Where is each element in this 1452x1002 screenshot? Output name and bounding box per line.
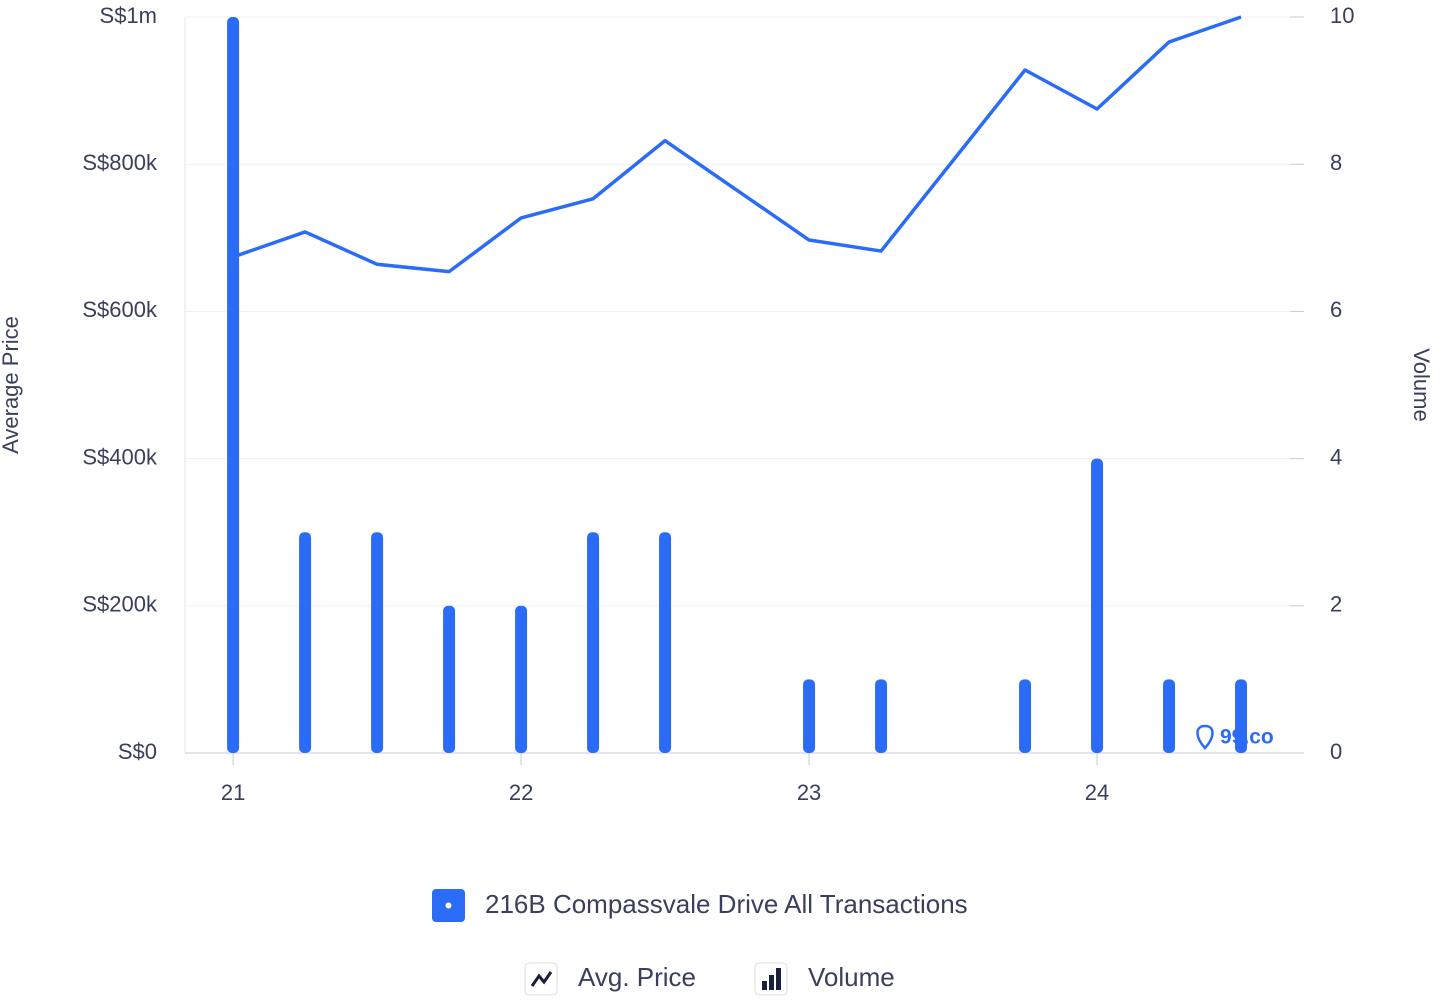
y2-tick-label: 10 [1330,3,1354,28]
bar [587,532,600,753]
x-tick-label: 22 [509,780,533,805]
watermark: 99.co [1220,726,1274,749]
y-tick-label: S$200k [82,592,158,617]
y-tick-label: S$400k [82,444,158,469]
legend-title[interactable]: 216B Compassvale Drive All Transactions [485,889,968,919]
y2-tick-label: 6 [1330,297,1342,322]
watermark-pin [1196,724,1214,750]
y2-tick-label: 0 [1330,739,1342,764]
bar [659,532,672,753]
y-axis-label: Average Price [0,316,23,454]
bar [1163,679,1176,753]
legend-bar-glyph [776,968,781,990]
legend-bar-glyph [762,981,767,990]
y2-tick-label: 8 [1330,150,1342,175]
legend-line-glyph [530,971,553,987]
bar [299,532,312,753]
line [232,15,1242,274]
bar [803,679,816,753]
y-tick-label: S$0 [118,739,157,764]
y-tick-label: S$600k [82,297,158,322]
bar [443,605,456,753]
x-tick-label: 23 [797,780,821,805]
x-tick-label: 21 [221,780,245,805]
y-tick-label: S$800k [82,150,158,175]
legend-bar-glyph [769,975,774,990]
bar [227,17,240,753]
y2-axis-label: Volume [1409,348,1434,421]
bar [1019,679,1032,753]
bar [515,605,528,753]
y2-tick-label: 4 [1330,444,1342,469]
x-tick-label: 24 [1085,780,1109,805]
bar [1235,679,1248,753]
legend-marker-dot [445,902,452,909]
y2-tick-label: 2 [1330,592,1342,617]
legend-item[interactable]: Volume [808,962,895,992]
bar [1091,458,1104,753]
bar [875,679,888,753]
bar [371,532,384,753]
y-tick-label: S$1m [100,3,157,28]
legend-item[interactable]: Avg. Price [578,962,696,992]
